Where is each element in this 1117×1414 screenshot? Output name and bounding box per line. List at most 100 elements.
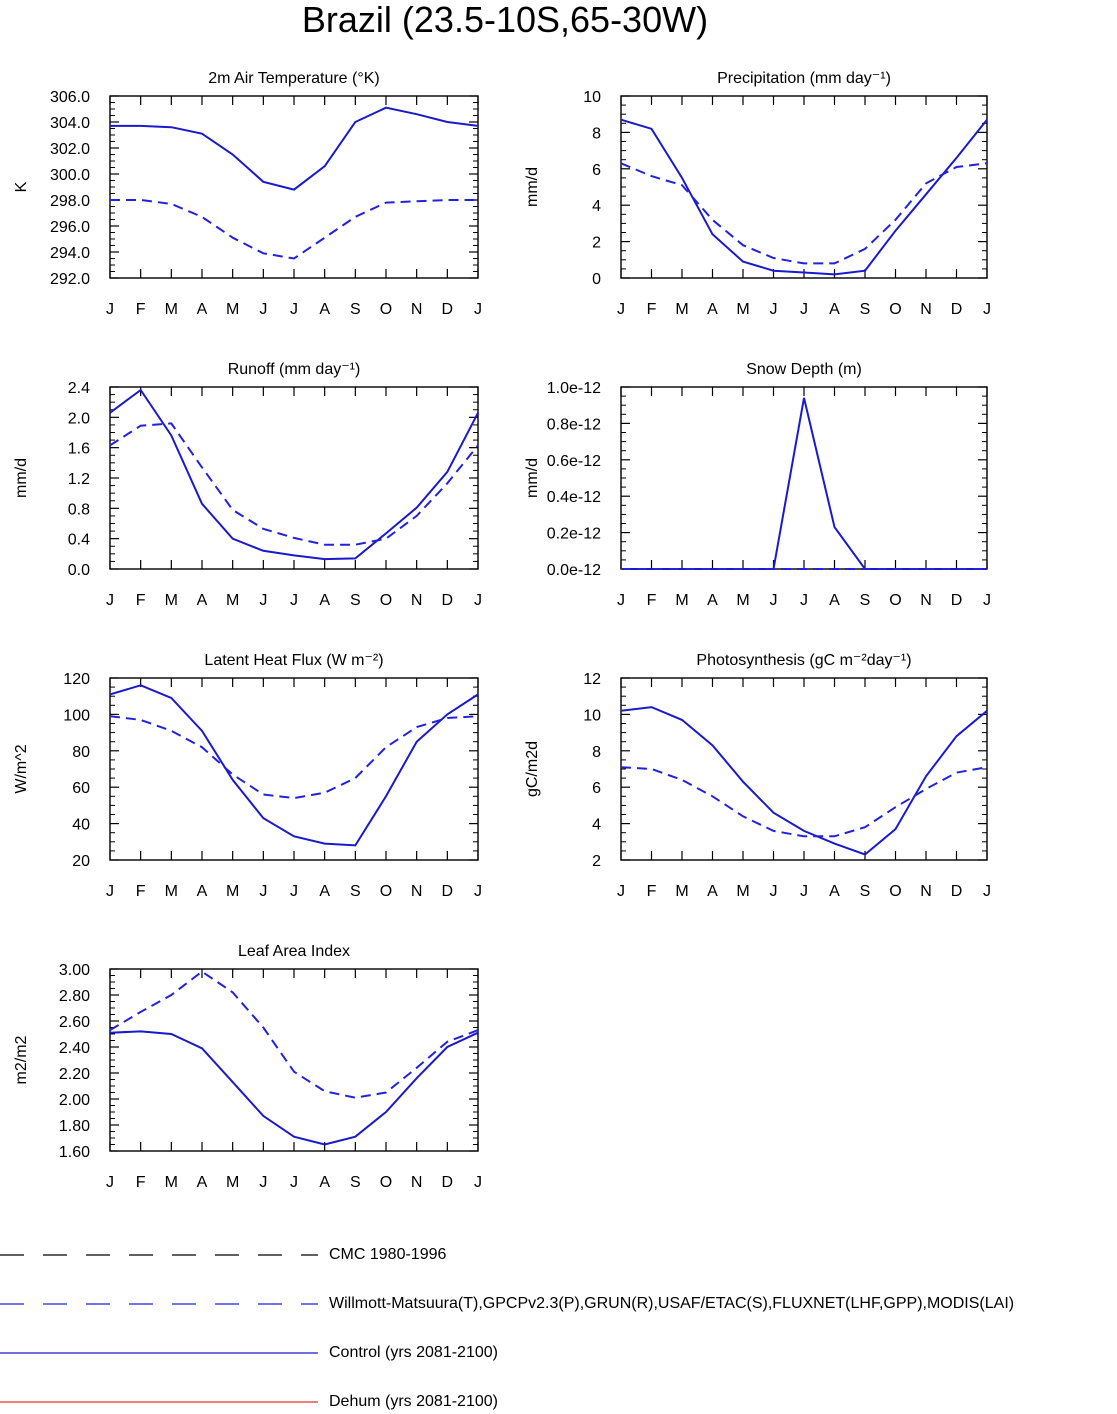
x-tick-label: O	[889, 883, 901, 900]
x-tick-label: J	[800, 301, 808, 318]
y-tick-label: 1.2	[68, 471, 90, 488]
x-tick-label: A	[707, 883, 718, 900]
x-tick-label: J	[290, 883, 298, 900]
x-tick-label: J	[617, 301, 625, 318]
y-tick-label: 100	[63, 707, 90, 724]
y-tick-label: 294.0	[50, 245, 90, 262]
x-tick-label: J	[290, 301, 298, 318]
y-axis-label: mm/d	[524, 458, 541, 498]
x-tick-label: M	[226, 1174, 239, 1191]
y-tick-label: 1.6	[68, 441, 90, 458]
x-tick-label: J	[259, 592, 267, 609]
y-tick-label: 2.20	[59, 1066, 90, 1083]
panel-snow-depth-m: Snow Depth (m) mm/d J F M A M J J A S O N D J 0.0e-12 0.…	[524, 361, 991, 609]
x-tick-label: D	[951, 592, 963, 609]
legend-label-control: Control (yrs 2081-2100)	[329, 1344, 498, 1361]
x-tick-label: M	[165, 883, 178, 900]
x-tick-label: D	[951, 301, 963, 318]
panel-latent-heat-flux-w-m: Latent Heat Flux (W m⁻²) W/m^2 J F M A M J J A S O N…	[13, 652, 482, 900]
x-tick-label: J	[800, 883, 808, 900]
panel-title: 2m Air Temperature (°K)	[208, 70, 380, 87]
x-tick-label: M	[675, 301, 688, 318]
x-tick-label: M	[675, 883, 688, 900]
series-line-control	[109, 684, 479, 847]
x-tick-label: M	[226, 592, 239, 609]
x-tick-label: A	[829, 883, 840, 900]
x-tick-label: M	[675, 592, 688, 609]
x-tick-label: S	[350, 592, 361, 609]
x-tick-label: J	[106, 301, 114, 318]
x-tick-label: F	[136, 592, 146, 609]
panel-precipitation-mm-day: Precipitation (mm day⁻¹) mm/d J F M A M J J A S O N D…	[524, 70, 991, 318]
x-tick-label: M	[165, 592, 178, 609]
panel-title: Latent Heat Flux (W m⁻²)	[204, 652, 383, 669]
x-tick-label: J	[983, 592, 991, 609]
x-tick-label: M	[736, 883, 749, 900]
y-tick-label: 306.0	[50, 89, 90, 106]
legend-label-observations: Willmott-Matsuura(T),GPCPv2.3(P),GRUN(R)…	[329, 1295, 1015, 1312]
plot-frame	[109, 386, 479, 570]
y-tick-label: 20	[72, 853, 90, 870]
x-tick-label: J	[770, 883, 778, 900]
x-tick-label: J	[474, 301, 482, 318]
x-tick-label: A	[197, 1174, 208, 1191]
x-tick-label: A	[197, 301, 208, 318]
y-axis-label: K	[13, 181, 30, 192]
x-tick-label: J	[106, 592, 114, 609]
y-tick-label: 1.80	[59, 1118, 90, 1135]
plot-frame	[109, 677, 479, 861]
x-tick-label: F	[136, 1174, 146, 1191]
legend-item-dehum: Dehum (yrs 2081-2100)	[0, 1390, 1117, 1414]
y-tick-label: 0.6e-12	[547, 453, 601, 470]
x-tick-label: D	[951, 883, 963, 900]
y-tick-label: 298.0	[50, 193, 90, 210]
x-tick-label: F	[647, 301, 657, 318]
series-line-control	[620, 118, 988, 276]
x-tick-label: S	[350, 1174, 361, 1191]
y-tick-label: 120	[63, 671, 90, 688]
x-tick-label: A	[707, 301, 718, 318]
x-tick-label: J	[617, 883, 625, 900]
y-tick-label: 300.0	[50, 167, 90, 184]
panel-photosynthesis-gc-m-day: Photosynthesis (gC m⁻²day⁻¹) gC/m2d J F M A M J…	[524, 652, 991, 900]
y-tick-label: 60	[72, 780, 90, 797]
x-tick-label: J	[800, 592, 808, 609]
panel-title: Snow Depth (m)	[746, 361, 862, 378]
legend-label-cmc: CMC 1980-1996	[329, 1246, 447, 1263]
y-tick-label: 292.0	[50, 271, 90, 288]
x-tick-label: M	[226, 301, 239, 318]
x-tick-label: D	[442, 883, 454, 900]
x-tick-label: N	[411, 301, 423, 318]
y-tick-label: 1.60	[59, 1144, 90, 1161]
y-tick-label: 0	[592, 271, 601, 288]
legend-item-cmc: CMC 1980-1996	[0, 1243, 1117, 1267]
panel-leaf-area-index: Leaf Area Index m2/m2 J F M A M J J A S O N D J 1.60 1.8…	[13, 943, 482, 1191]
y-axis-label: mm/d	[524, 167, 541, 207]
y-tick-label: 0.0e-12	[547, 562, 601, 579]
legend-item-control: Control (yrs 2081-2100)	[0, 1341, 1117, 1365]
panel-title: Leaf Area Index	[238, 943, 350, 960]
panel-runoff-mm-day: Runoff (mm day⁻¹) mm/d J F M A M J J A S O N D J 0.0 0.4…	[13, 361, 482, 609]
y-tick-label: 304.0	[50, 115, 90, 132]
y-tick-label: 0.4	[68, 532, 90, 549]
panel-title: Runoff (mm day⁻¹)	[228, 361, 361, 378]
y-tick-label: 2.40	[59, 1040, 90, 1057]
plot-frame	[620, 386, 988, 570]
y-tick-label: 6	[592, 162, 601, 179]
y-tick-label: 10	[583, 89, 601, 106]
y-tick-label: 2	[592, 853, 601, 870]
x-tick-label: J	[983, 883, 991, 900]
x-tick-label: M	[165, 301, 178, 318]
x-tick-label: S	[860, 592, 871, 609]
figure-title: Brazil (23.5-10S,65-30W)	[301, 0, 709, 40]
x-tick-label: F	[647, 883, 657, 900]
y-axis-label: m2/m2	[13, 1035, 30, 1084]
x-tick-label: D	[442, 592, 454, 609]
y-tick-label: 3.00	[59, 962, 90, 979]
y-tick-label: 80	[72, 744, 90, 761]
x-tick-label: A	[707, 592, 718, 609]
x-tick-label: J	[106, 1174, 114, 1191]
plot-frame	[109, 95, 479, 279]
x-tick-label: O	[380, 592, 392, 609]
x-tick-label: N	[920, 592, 932, 609]
